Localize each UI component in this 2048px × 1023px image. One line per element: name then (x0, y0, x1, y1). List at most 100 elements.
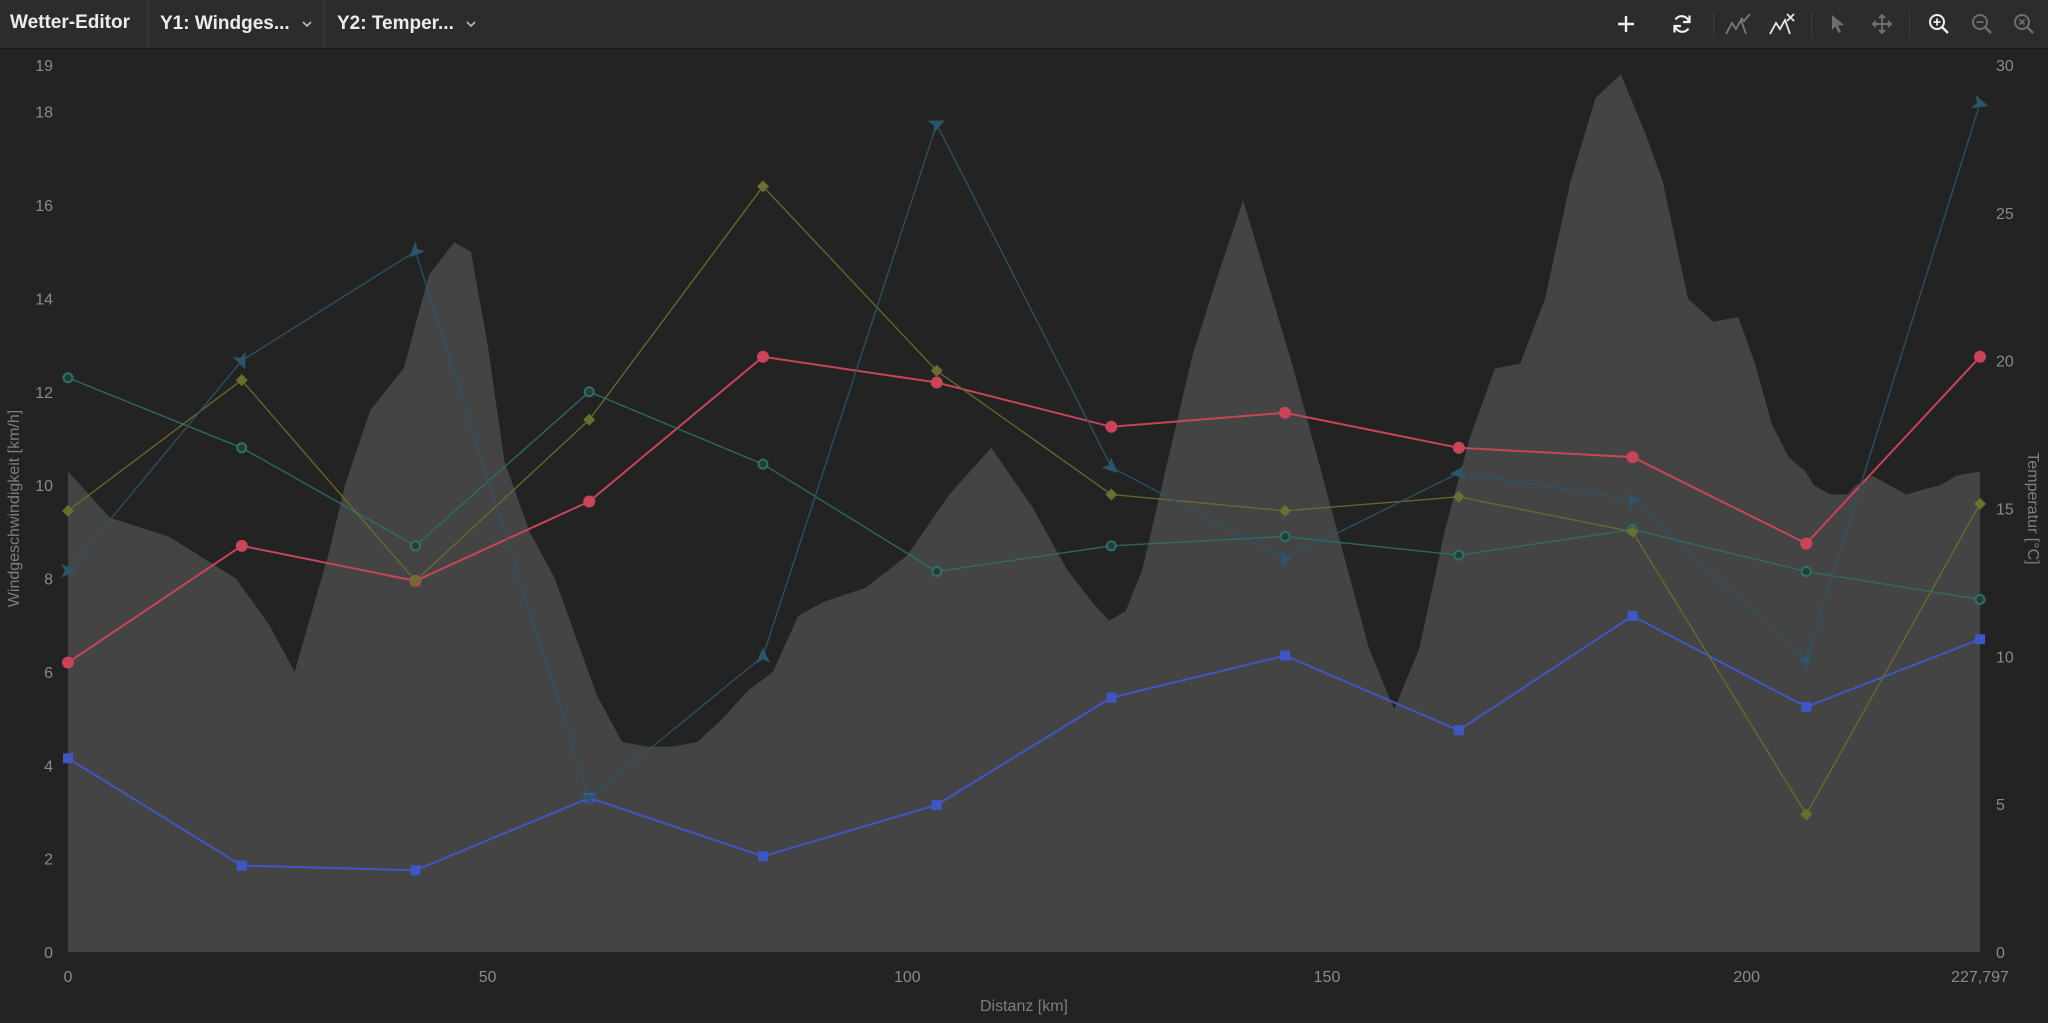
y-left-tick-label: 6 (44, 665, 53, 682)
data-point (1626, 525, 1639, 538)
data-point (583, 413, 596, 426)
y-right-tick-label: 25 (1996, 206, 2014, 223)
data-point (1800, 808, 1813, 821)
y-left-tick-label: 12 (35, 385, 53, 402)
data-point (62, 372, 74, 384)
data-point (757, 851, 768, 862)
x-tick-label: 200 (1733, 969, 1760, 986)
add-button[interactable] (1609, 8, 1643, 40)
data-point (236, 860, 247, 871)
refresh-icon (1673, 15, 1691, 33)
data-point (1105, 488, 1118, 501)
data-point (1974, 350, 1986, 363)
data-point (930, 376, 943, 389)
zoom-reset-button[interactable] (2007, 8, 2041, 40)
data-point (1974, 497, 1986, 510)
toolbar-divider (1811, 12, 1812, 38)
data-point (931, 799, 942, 810)
series-line-4 (67, 185, 1981, 816)
y1-selector-label: Y1: Windges... (160, 13, 290, 34)
y2-selector-label: Y2: Temper... (337, 13, 454, 34)
y-right-tick-label: 20 (1996, 354, 2014, 371)
move-icon (1871, 13, 1893, 35)
data-point (1279, 406, 1292, 419)
data-point (757, 458, 769, 470)
y-right-tick-label: 30 (1996, 58, 2014, 75)
data-point (1453, 549, 1465, 561)
data-point (1627, 610, 1638, 621)
y-left-axis-title: Windgeschwindigkeit [km/h] (6, 410, 23, 607)
pan-tool-button[interactable] (1865, 8, 1899, 40)
toolbar: Wetter-Editor Y1: Windges... Y2: Temper.… (0, 0, 2048, 49)
data-point (931, 566, 943, 578)
data-point (930, 364, 943, 377)
data-point (1452, 490, 1465, 503)
data-point (235, 539, 248, 552)
data-point (583, 386, 595, 398)
zoom-in-icon (1929, 14, 1949, 34)
series-line-2 (67, 614, 1981, 872)
data-point (756, 180, 769, 193)
data-point (1280, 650, 1291, 661)
y-left-tick-label: 0 (44, 945, 53, 962)
y-left-tick-label: 4 (44, 758, 53, 775)
wind-direction-arrow (1971, 94, 1989, 109)
wind-direction-arrow (756, 647, 771, 664)
data-point (1800, 566, 1812, 578)
data-point (1279, 504, 1292, 517)
plus-icon (1618, 16, 1634, 32)
data-point (1975, 634, 1985, 645)
data-point (1974, 594, 1986, 606)
zoom-reset-icon (2014, 14, 2034, 34)
y-left-tick-label: 14 (35, 291, 53, 308)
wind-direction-arrow (1796, 652, 1813, 670)
data-point (1801, 701, 1812, 712)
weather-chart[interactable]: 0 2 4 6 8 10 12 14 16 18 19 0 5 10 15 20 25 30 0 50 100 150 20… (0, 49, 2048, 1023)
y2-axis-selector[interactable]: Y2: Temper... (337, 0, 476, 48)
wind-direction-arrow (1628, 491, 1642, 510)
select-tool-button[interactable] (1821, 8, 1855, 40)
series-line-5 (67, 103, 1981, 800)
y-left-tick-label: 10 (35, 478, 53, 495)
zoom-in-button[interactable] (1922, 8, 1956, 40)
peaks-remove-button[interactable] (1765, 8, 1799, 40)
wind-direction-arrow (1449, 465, 1467, 480)
refresh-button[interactable] (1665, 8, 1699, 40)
elevation-profile-area (68, 74, 1980, 953)
y-right-tick-label: 0 (1996, 945, 2005, 962)
data-point (1626, 451, 1639, 464)
peaks-check-button[interactable] (1721, 8, 1755, 40)
x-tick-label: 100 (894, 969, 921, 986)
y-left-tick-label: 19 (35, 58, 53, 75)
y-right-tick-label: 5 (1996, 797, 2005, 814)
y1-axis-selector[interactable]: Y1: Windges... (160, 0, 312, 48)
data-point (1105, 420, 1118, 433)
wind-direction-arrow (232, 351, 246, 369)
data-point (1105, 540, 1117, 552)
x-axis-title: Distanz [km] (980, 998, 1068, 1015)
data-point (756, 350, 769, 363)
chevron-down-icon (302, 21, 312, 27)
toolbar-divider (323, 0, 324, 48)
wind-direction-arrow (927, 120, 945, 134)
y-right-tick-label: 15 (1996, 502, 2014, 519)
data-point (409, 540, 421, 552)
y-right-tick-label: 10 (1996, 649, 2014, 666)
data-point (1106, 692, 1117, 703)
data-point (583, 495, 596, 508)
zoom-out-icon (1972, 14, 1992, 34)
zoom-out-button[interactable] (1965, 8, 1999, 40)
y-left-tick-label: 16 (35, 198, 53, 215)
data-point (410, 865, 421, 876)
toolbar-divider (1909, 12, 1910, 38)
app-title: Wetter-Editor (10, 12, 130, 33)
data-point (236, 442, 248, 454)
y-left-tick-label: 18 (35, 105, 53, 122)
series-line-1 (67, 355, 1981, 664)
data-point (1279, 531, 1291, 543)
y-left-tick-label: 8 (44, 572, 53, 589)
y-right-axis-title: Temperatur [°C] (2024, 452, 2041, 564)
chevron-down-icon (466, 21, 476, 27)
wind-direction-arrow (1280, 549, 1294, 568)
data-point (1452, 441, 1465, 454)
